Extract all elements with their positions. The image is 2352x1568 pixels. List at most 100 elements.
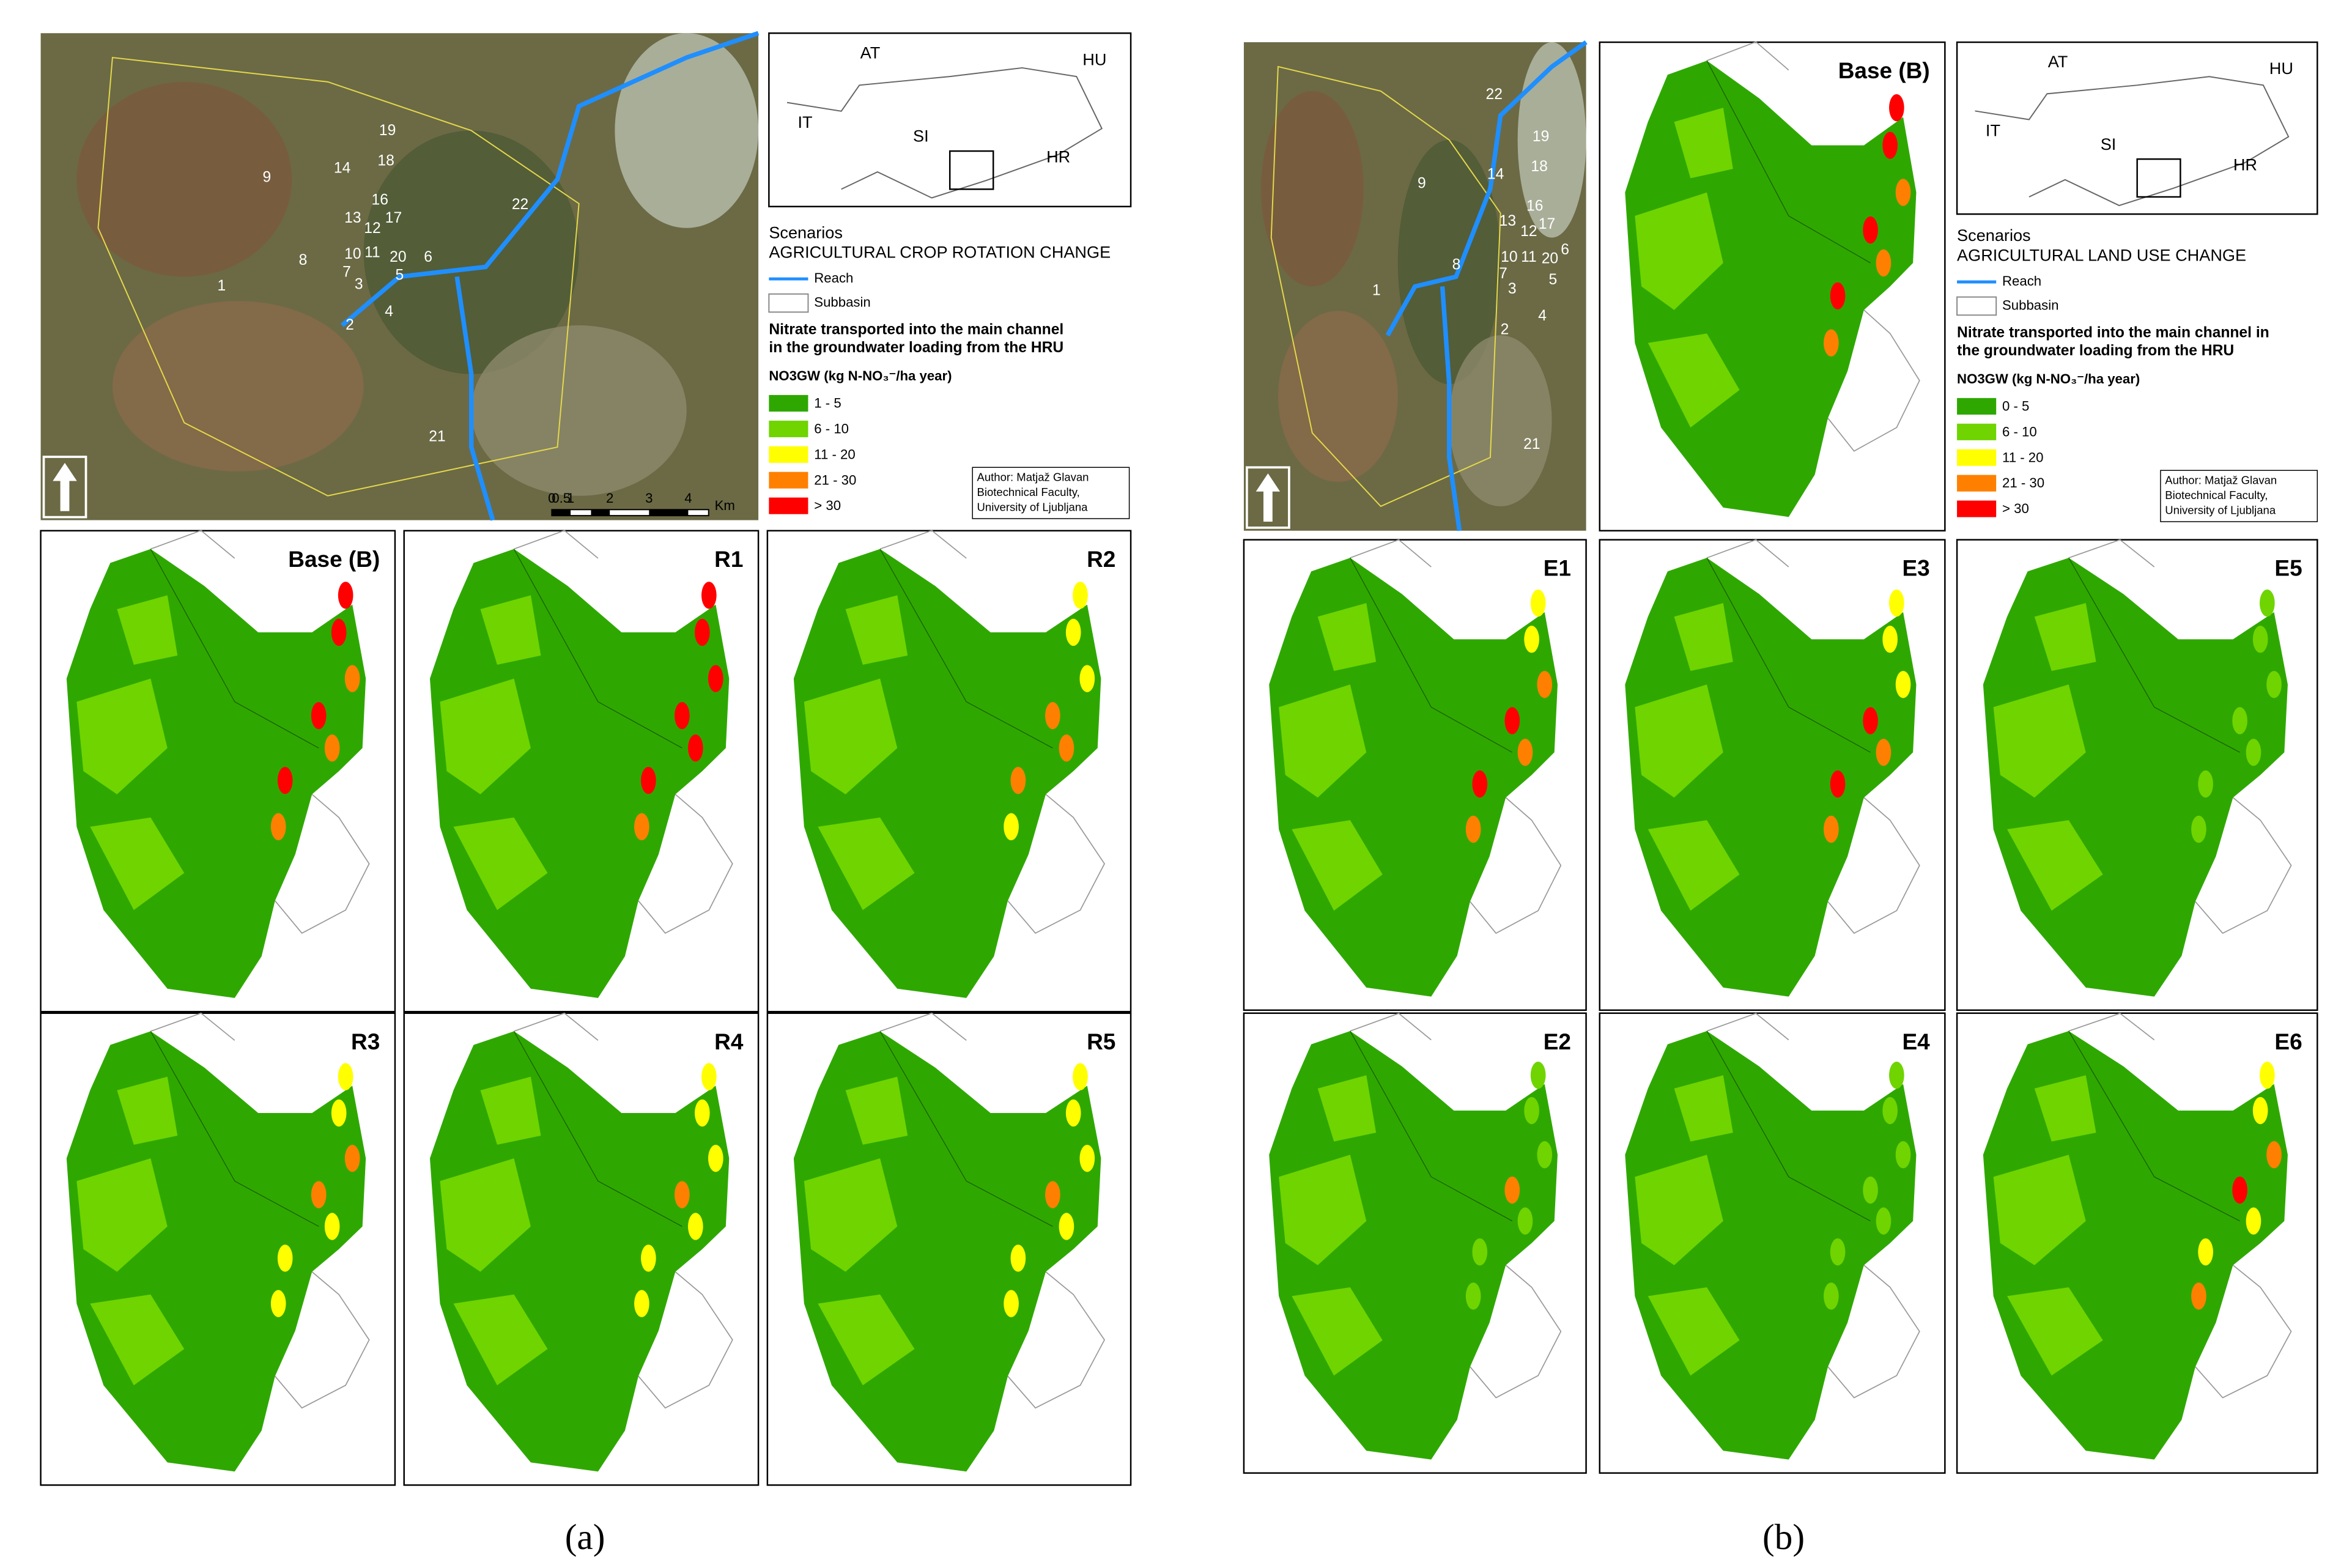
legend-swatch <box>1957 500 1997 517</box>
channel <box>1706 60 1871 264</box>
legend-class: 21 - 30 <box>814 472 856 487</box>
subbasin-boundary <box>1007 1271 1106 1409</box>
terrain-patch <box>615 33 759 228</box>
subbasin-boundary <box>1706 539 1789 568</box>
land-patch <box>1635 684 1723 798</box>
subbasin-number: 19 <box>379 122 396 139</box>
legend-heading: Scenarios <box>769 223 843 242</box>
subbasin-boundary <box>879 1012 967 1041</box>
nitrate-hotspot <box>1504 707 1520 734</box>
subbasin-boundary <box>2195 797 2292 934</box>
author: University of Ljubljana <box>977 501 1089 514</box>
land-patch <box>1292 820 1383 911</box>
nitrate-hotspot <box>1079 1144 1095 1172</box>
terrain-patch <box>76 81 292 277</box>
land-patch <box>1292 1287 1383 1376</box>
subbasin-number: 13 <box>1500 213 1516 229</box>
scale-label: 0.5 <box>552 490 571 506</box>
subbasin-number: 2 <box>1501 321 1509 338</box>
subbasin-boundary <box>514 530 599 559</box>
land-patch <box>1635 1155 1723 1265</box>
channel <box>513 1031 682 1227</box>
land-patch <box>480 595 541 665</box>
nitrate-hotspot <box>1065 1099 1081 1127</box>
north-arrow-box <box>1246 466 1290 529</box>
subbasin-boundary <box>514 1012 599 1041</box>
map-label: E1 <box>1544 556 1571 581</box>
subbasin-number: 16 <box>1526 198 1543 214</box>
nitrate-hotspot <box>1876 249 1892 277</box>
nitrate-hotspot <box>1824 815 1839 843</box>
nitrate-hotspot <box>2252 626 2268 653</box>
terrain-patch <box>471 325 687 496</box>
subbasin-number: 4 <box>1538 308 1547 324</box>
nitrate-hotspot <box>2246 1207 2261 1235</box>
nitrate-hotspot <box>324 1213 340 1240</box>
subbasin-number: 17 <box>1539 216 1555 232</box>
legend-title: Nitrate transported into the main channe… <box>1957 324 2269 341</box>
land-patch <box>845 595 908 665</box>
nitrate-hotspot <box>708 665 723 692</box>
land-patch <box>1674 603 1733 671</box>
nitrate-hotspot <box>2246 739 2261 766</box>
legend-subbasin: Subbasin <box>814 294 870 309</box>
scale-segment <box>649 509 689 516</box>
scale-label: 0 <box>548 490 555 506</box>
nitrate-hotspot <box>1882 626 1898 653</box>
land-patch <box>2034 603 2096 671</box>
subbasin-boundary <box>879 530 967 559</box>
nitrate-hotspot <box>1059 734 1074 762</box>
land-patch <box>818 1294 915 1386</box>
map-label: R3 <box>351 1029 380 1054</box>
legend-class: 6 - 10 <box>2002 424 2037 439</box>
legend-variable: NO3GW (kg N-NO₃⁻/ha year) <box>1957 371 2140 386</box>
subbasin-boundary <box>1350 539 1432 568</box>
subbasin-number: 11 <box>364 245 380 261</box>
scale-unit: Km <box>715 498 735 513</box>
nitrate-hotspot <box>277 1244 293 1272</box>
nitrate-hotspot <box>1504 1176 1520 1204</box>
map-label: R1 <box>714 547 743 572</box>
reach <box>341 31 760 327</box>
land-patch <box>1635 192 1723 310</box>
nitrate-hotspot <box>2266 1141 2282 1169</box>
country-border <box>1975 76 2290 207</box>
land-patch <box>480 1076 541 1145</box>
land-patch <box>1648 820 1740 911</box>
nitrate-hotspot <box>1059 1213 1074 1240</box>
map-label: E6 <box>2274 1029 2302 1054</box>
legend-swatch <box>1957 449 1997 466</box>
land-patch <box>1648 1287 1740 1376</box>
subbasin-symbol <box>1956 296 1997 316</box>
subbasin-boundary <box>1350 1013 1432 1041</box>
author: Biotechnical Faculty, <box>977 486 1080 498</box>
scale-segment <box>591 509 610 516</box>
subbasin-boundary <box>150 530 235 559</box>
nitrate-hotspot <box>634 1290 649 1317</box>
channel <box>2068 557 2240 753</box>
terrain-patch <box>112 301 364 472</box>
subbasin-number: 4 <box>385 303 393 320</box>
nitrate-hotspot <box>1889 1062 1904 1089</box>
nitrate-hotspot <box>338 582 353 609</box>
subbasin-number: 12 <box>364 220 380 237</box>
country-label: AT <box>860 43 881 62</box>
nitrate-hotspot <box>1876 1207 1892 1235</box>
subbasin-number: 1 <box>1372 282 1381 298</box>
subbasin-number: 10 <box>344 246 361 262</box>
nitrate-hotspot <box>277 766 293 794</box>
subbasin-boundary <box>638 794 733 934</box>
legend-swatch <box>769 497 808 514</box>
nitrate-hotspot <box>2260 1062 2275 1089</box>
reach <box>1385 40 1588 337</box>
land-patch <box>117 1076 178 1145</box>
subbasin-number: 17 <box>385 210 402 226</box>
nitrate-hotspot <box>1863 216 1878 244</box>
terrain-patch <box>1260 91 1364 287</box>
locator-box <box>2136 158 2181 198</box>
nitrate-hotspot <box>1073 1063 1088 1090</box>
nitrate-hotspot <box>1065 618 1081 646</box>
nitrate-hotspot <box>311 702 327 730</box>
subbasin-symbol <box>768 293 809 313</box>
nitrate-hotspot <box>1004 1290 1019 1317</box>
